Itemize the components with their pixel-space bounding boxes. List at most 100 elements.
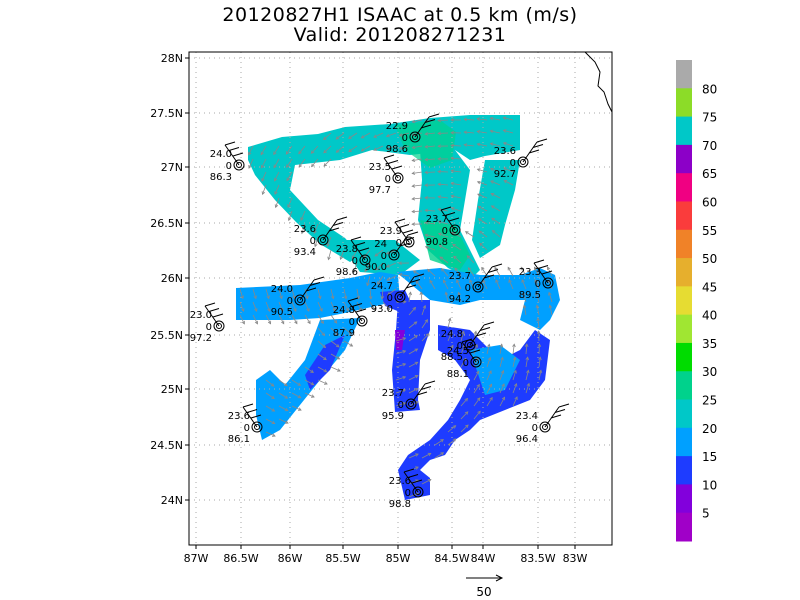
wind-vector-head (414, 348, 419, 352)
lon-label: 83W (563, 552, 588, 565)
wind-vector-head (440, 439, 444, 443)
wind-vector-head (298, 163, 303, 168)
wind-vector (412, 119, 423, 123)
lat-label: 24.5N (150, 439, 183, 452)
wind-vector-head (478, 230, 483, 234)
wind-barb-feather (528, 149, 540, 154)
wind-vector (420, 292, 423, 303)
wind-vector (304, 366, 314, 373)
station-pressure: 86.1 (228, 434, 250, 445)
wind-vector-head (452, 425, 457, 429)
wind-vector-head (512, 356, 517, 361)
wind-vector (298, 145, 306, 154)
colorbar-label: 30 (702, 365, 717, 379)
wind-vector-head (286, 177, 290, 182)
wind-vector-head (424, 157, 429, 162)
wind-vector (512, 357, 516, 368)
colorbar-label: 50 (702, 252, 717, 266)
wind-vector-head (437, 118, 441, 123)
station-dewpoint: 0 (287, 296, 293, 307)
colorbar-label: 5 (702, 507, 710, 521)
wind-vector-head (305, 295, 309, 300)
wind-vector-head (398, 146, 403, 150)
wind-vector-head (437, 220, 442, 224)
wind-vector (353, 262, 358, 273)
lon-label: 84.5W (434, 552, 469, 565)
wind-barb-feather (533, 259, 545, 264)
wind-vector-head (348, 135, 352, 139)
station-temperature: 23.7 (382, 388, 404, 399)
wind-vector-head (248, 151, 252, 156)
wind-vector (548, 292, 553, 303)
wind-vector (412, 210, 423, 213)
wind-vector (491, 205, 501, 212)
wind-vector (425, 209, 436, 212)
wind-vector (278, 405, 288, 411)
wind-vector-head (508, 279, 512, 283)
wind-vector (477, 143, 488, 147)
wind-vector (421, 319, 428, 329)
wind-vector (408, 361, 418, 368)
wind-vector-head (411, 119, 416, 124)
station-marker-outer (213, 320, 225, 332)
wind-vector-head (253, 295, 257, 300)
wind-barb (469, 324, 485, 346)
wind-vector (412, 197, 423, 200)
wind-vector (375, 262, 384, 271)
wind-barb-feather (411, 479, 423, 484)
wind-vector-head (323, 356, 327, 361)
wind-barb (350, 239, 366, 261)
station-dewpoint: 0 (465, 283, 471, 294)
wind-vector (369, 288, 372, 299)
wind-vector (291, 379, 301, 386)
wind-vector-head (473, 330, 478, 335)
station-marker-outer (317, 234, 329, 246)
station-dewpoint: 0 (532, 423, 538, 434)
station-temperature: 24.8 (441, 329, 463, 340)
wind-vector-head (414, 375, 419, 379)
wind-vector (538, 370, 542, 381)
wind-vector (503, 117, 514, 121)
wind-vector-head (322, 344, 327, 349)
wind-vector-head (477, 193, 481, 197)
wind-vector (356, 288, 360, 299)
wind-vector (425, 246, 436, 251)
wind-vector-head (385, 146, 390, 151)
wind-vector (534, 267, 540, 277)
wind-vector (330, 301, 336, 312)
station-temperature: 23.7 (449, 271, 471, 282)
wind-vector (286, 171, 293, 181)
station-marker-inner (236, 162, 242, 168)
wind-vector-head (352, 269, 357, 274)
wind-vector-head (322, 136, 327, 141)
wind-barb-feather (409, 279, 421, 283)
wind-vector-head (464, 411, 469, 415)
colorbar-label: 40 (702, 309, 717, 323)
wind-vector (408, 453, 419, 459)
wind-vector-head (375, 266, 379, 271)
lat-label: 24N (161, 494, 183, 507)
wind-vector-head (536, 330, 541, 334)
wind-vector (438, 233, 449, 238)
wind-vector-head (415, 466, 419, 470)
station-marker-outer (403, 236, 415, 248)
station-pressure: 90.5 (271, 307, 293, 318)
wind-vector (490, 180, 501, 186)
colorbar-swatch (676, 286, 692, 316)
wind-vector-head (339, 256, 343, 261)
wind-vector-head (286, 164, 290, 169)
wind-vector-head (270, 383, 275, 387)
wind-vector-head (535, 291, 539, 296)
wind-vector-head (429, 279, 433, 284)
station-temperature: 22.9 (386, 121, 408, 132)
wind-vector-head (373, 134, 378, 138)
station-dewpoint: 0 (396, 238, 402, 249)
wind-vector-head (266, 295, 270, 300)
station-marker-inner (542, 424, 548, 430)
station-marker-inner (362, 257, 368, 263)
wind-barb-feather (420, 124, 432, 129)
wind-vector-head (414, 361, 419, 366)
station-marker-inner (391, 252, 397, 258)
